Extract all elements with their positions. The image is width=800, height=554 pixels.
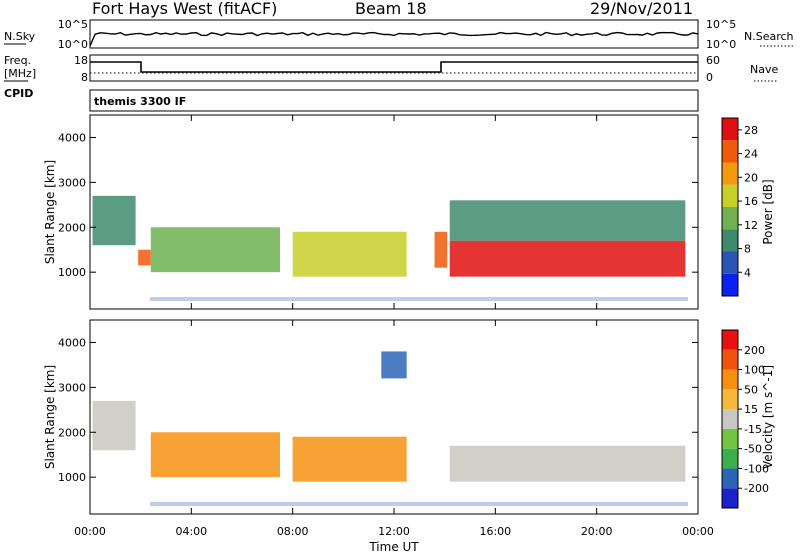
noise-trace [89,31,699,47]
freq-unit-label: [MHz] [4,67,36,80]
velocity-ylabel: Slant Range [km] [43,365,57,469]
colorbar-tick-label: 100 [744,364,765,377]
power-colorbar-label: Power [dB] [761,179,775,244]
colorbar-tick-label: -15 [744,423,762,436]
velocity-ytick-label: 4000 [58,336,86,349]
freq-left-tick-bottom: 8 [81,71,88,84]
colorbar-swatch [722,330,738,350]
colorbar-frame [721,329,739,509]
echo-region [449,200,686,241]
noise-left-tick-top: 10^5 [58,18,88,31]
colorbar-tick-label: 24 [744,148,758,161]
velocity-panel-frame [89,319,699,515]
velocity-colorbar: 200 100 50 15 -15 -50 -100 -200 [721,329,769,509]
colorbar-swatch [722,229,738,252]
xtick-label: 08:00 [277,525,309,538]
colorbar-swatch [722,488,738,508]
power-heatmap [92,195,688,301]
xtick-label: 00:00 [74,525,106,538]
time-xlabel: Time UT [368,540,419,554]
power-colorbar: 4 8 12 16 20 24 28 [721,117,758,297]
power-ytick-label: 3000 [58,176,86,189]
cpid-panel-frame [89,89,699,112]
colorbar-swatch [722,273,738,296]
echo-region [434,231,448,268]
velocity-ytick-label: 3000 [58,381,86,394]
colorbar-swatch [722,207,738,230]
colorbar-tick-label: -200 [744,482,769,495]
freq-label: Freq. [4,54,31,67]
xtick-label: 04:00 [175,525,207,538]
colorbar-swatch [722,162,738,185]
colorbar-swatch [722,468,738,489]
freq-right-tick-bottom: 0 [706,71,713,84]
nsearch-label: N.Search [744,30,794,43]
xtick-label: 20:00 [581,525,613,538]
colorbar-frame [721,117,739,297]
beam-title: Beam 18 [355,0,427,18]
echo-region [381,351,407,379]
xtick-label: 16:00 [479,525,511,538]
power-ytick-label: 2000 [58,221,86,234]
colorbar-swatch [722,251,738,274]
noise-right-tick-bottom: 10^0 [706,38,736,51]
colorbar-swatch [722,369,738,390]
colorbar-swatch [722,389,738,410]
cpid-value: themis 3300 IF [94,95,186,108]
colorbar-swatch [722,184,738,207]
power-ytick-label: 4000 [58,131,86,144]
velocity-ytick-label: 2000 [58,426,86,439]
cpid-label: CPID [4,87,33,100]
time-x-axis: 00:00 04:00 08:00 12:00 16:00 20:00 00:00 [74,115,714,538]
echo-region [292,231,407,277]
velocity-ytick-label: 1000 [58,471,86,484]
echo-region [138,249,151,266]
nave-label: Nave [750,63,778,76]
colorbar-swatch [722,140,738,163]
echo-region [150,227,280,273]
date-title: 29/Nov/2011 [590,0,693,18]
freq-right-tick-top: 60 [706,54,720,67]
velocity-heatmap [92,351,688,506]
colorbar-tick-label: -100 [744,462,769,475]
nsky-label: N.Sky [4,30,36,43]
colorbar-swatch [722,448,738,469]
xtick-label: 12:00 [378,525,410,538]
colorbar-tick-label: 28 [744,124,758,137]
echo-region [449,445,686,482]
near-range-echo [150,297,688,301]
power-ylabel: Slant Range [km] [43,160,57,264]
noise-left-tick-bottom: 10^0 [58,38,88,51]
colorbar-swatch [722,118,738,141]
colorbar-swatch [722,428,738,449]
echo-region [92,400,136,451]
power-y-axis: 1000 2000 3000 4000 [58,131,698,279]
colorbar-tick-label: 200 [744,344,765,357]
noise-right-tick-top: 10^5 [706,18,736,31]
near-range-echo [150,502,688,506]
xtick-label: 00:00 [682,525,714,538]
freq-left-tick-top: 18 [74,54,88,67]
echo-region [92,195,136,246]
colorbar-swatch [722,409,738,429]
colorbar-tick-label: 4 [744,266,751,279]
power-ytick-label: 1000 [58,266,86,279]
echo-region [150,432,280,478]
colorbar-tick-label: 12 [744,219,758,232]
echo-region [449,240,686,277]
colorbar-swatch [722,349,738,370]
freq-panel-frame [89,54,699,82]
frequency-trace [90,61,698,73]
colorbar-tick-label: 15 [744,403,758,416]
colorbar-tick-label: 8 [744,243,751,256]
colorbar-tick-label: -50 [744,443,762,456]
velocity-y-axis: 1000 2000 3000 4000 [58,336,698,484]
velocity-colorbar-label: Velocity [m s^-1] [761,365,775,469]
colorbar-tick-label: 50 [744,383,758,396]
colorbar-tick-label: 20 [744,171,758,184]
echo-region [292,436,407,482]
station-title: Fort Hays West (fitACF) [92,0,277,18]
colorbar-tick-label: 16 [744,195,758,208]
